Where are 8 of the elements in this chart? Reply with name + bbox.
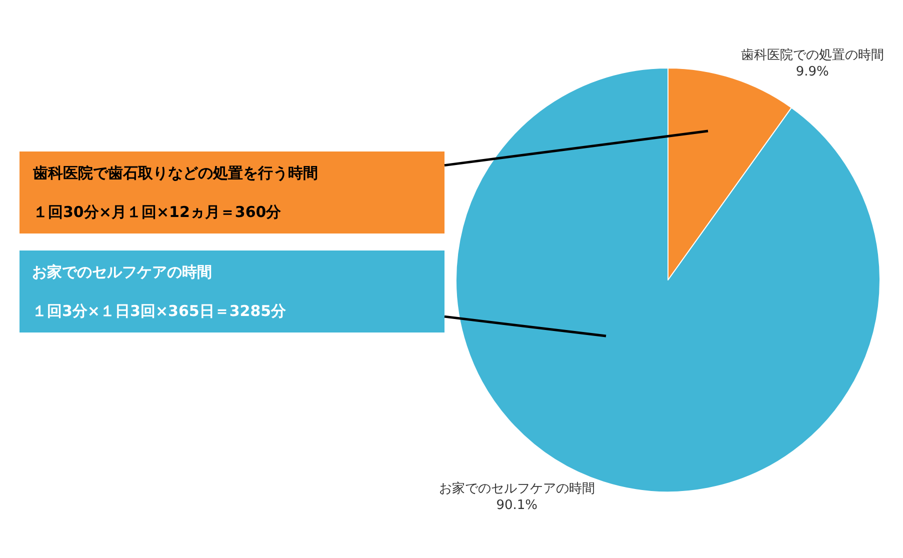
text: お家でのセルフケアの時間 — [32, 263, 212, 281]
text: １回30分×月１回×12ヵ月＝360分 — [33, 203, 282, 221]
slice-label: 歯科医院での処置の時間 — [740, 48, 884, 63]
data-label: 90.1% — [496, 498, 538, 514]
text: １回3分×１日3回×365日＝3285分 — [32, 302, 288, 320]
slice-label: お家でのセルフケアの時間 — [438, 480, 595, 496]
data-label: 9.9% — [796, 64, 829, 80]
text: 歯科医院で歯石取りなどの処置を行う時間 — [32, 164, 318, 182]
